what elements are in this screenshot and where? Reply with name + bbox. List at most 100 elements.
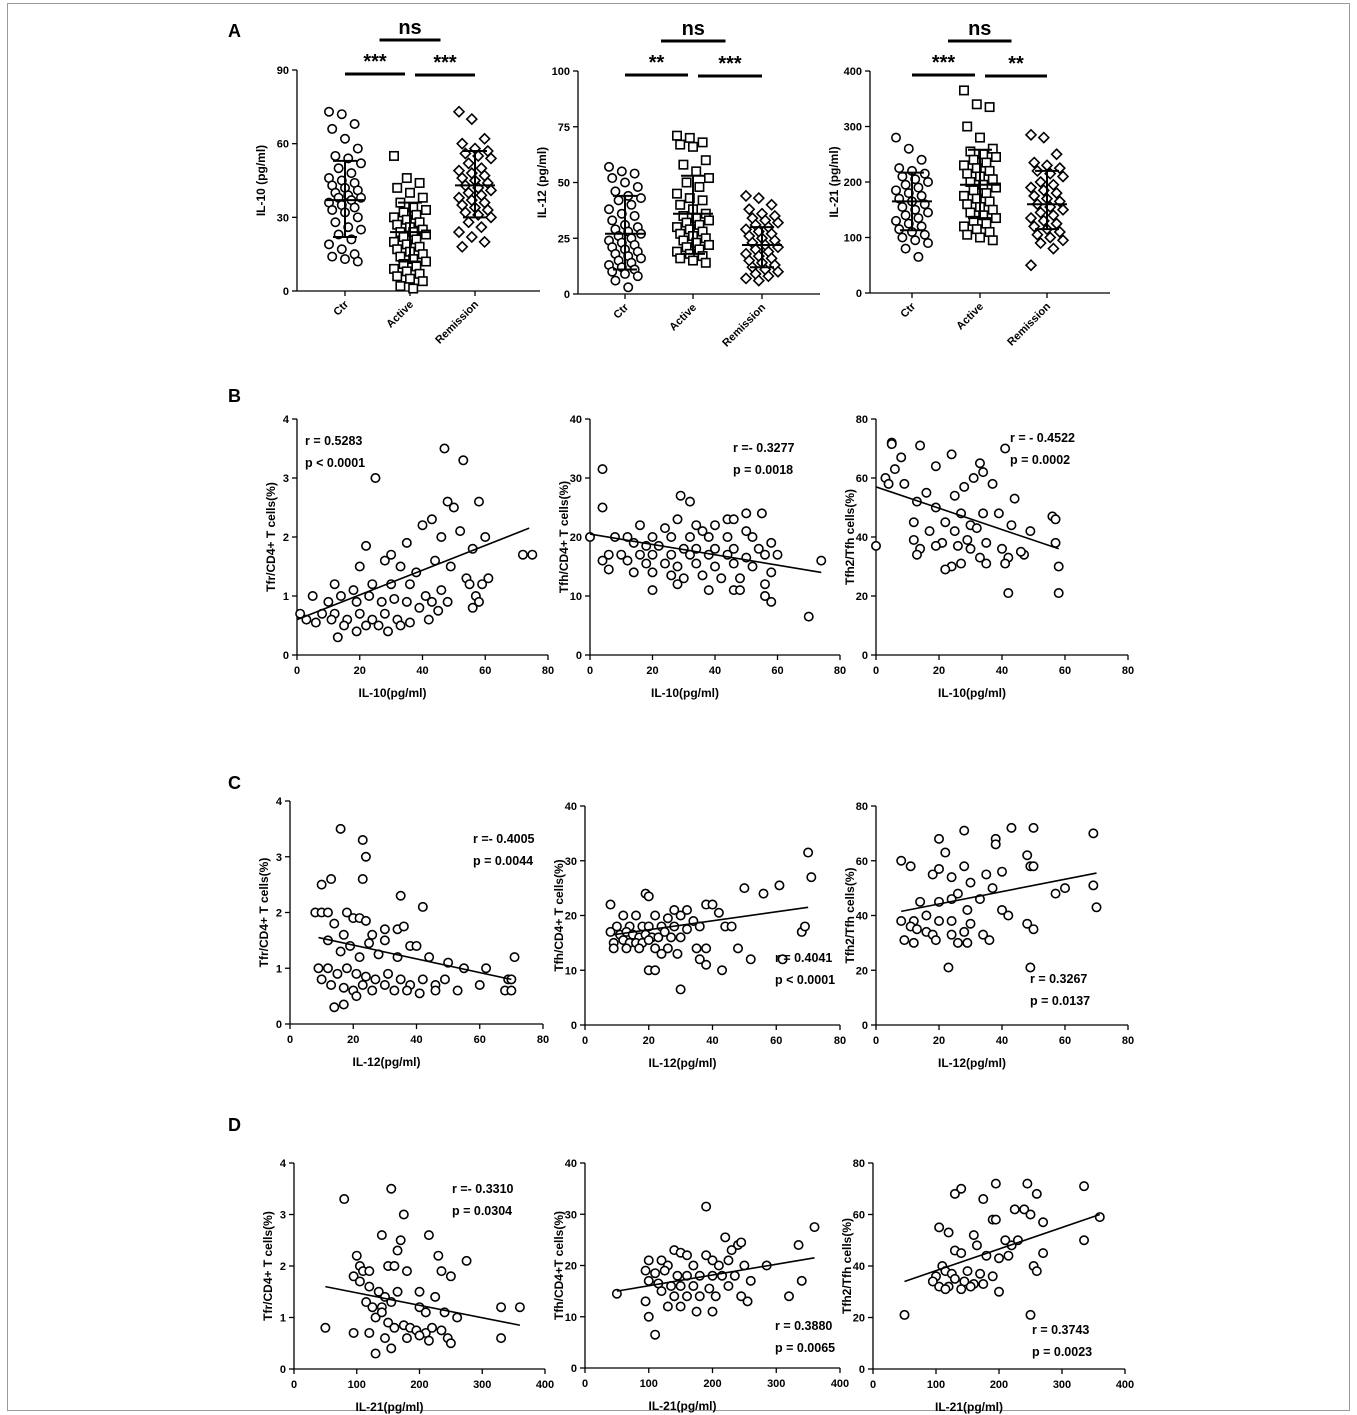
data-point bbox=[984, 226, 995, 237]
data-point bbox=[728, 558, 739, 569]
data-point bbox=[423, 614, 434, 625]
data-point bbox=[643, 1255, 654, 1266]
data-point bbox=[632, 271, 643, 282]
data-point bbox=[990, 152, 1001, 163]
data-point bbox=[987, 1271, 998, 1282]
y-axis-label: Tfr/CD4+ T cells(%) bbox=[261, 1211, 275, 1321]
data-point bbox=[806, 872, 817, 883]
x-axis-label: IL-12(pg/ml) bbox=[649, 1056, 717, 1070]
data-point bbox=[473, 496, 484, 507]
data-point bbox=[927, 869, 938, 880]
data-point bbox=[796, 1275, 807, 1286]
x-tick-label: 100 bbox=[640, 1378, 658, 1390]
y-tick-label: 0 bbox=[862, 1020, 868, 1032]
data-point bbox=[783, 1291, 794, 1302]
figure-frame bbox=[7, 3, 1350, 1411]
data-point bbox=[762, 270, 775, 283]
x-tick-label: 300 bbox=[1053, 1379, 1071, 1391]
data-point bbox=[681, 177, 692, 188]
data-point bbox=[339, 620, 350, 631]
y-tick-label: 20 bbox=[856, 965, 868, 977]
data-point bbox=[610, 275, 621, 286]
data-point bbox=[379, 935, 390, 946]
data-point bbox=[1050, 537, 1061, 548]
data-point bbox=[1025, 1309, 1036, 1320]
significance-label: ns bbox=[968, 18, 991, 40]
data-point bbox=[766, 537, 777, 548]
data-point bbox=[911, 549, 922, 560]
data-point bbox=[640, 1296, 651, 1307]
x-axis-label: IL-10(pg/ml) bbox=[651, 686, 719, 700]
data-point bbox=[326, 614, 337, 625]
data-point bbox=[597, 464, 608, 475]
data-point bbox=[701, 1201, 712, 1212]
data-point bbox=[1056, 234, 1070, 247]
data-point bbox=[484, 184, 498, 197]
data-point bbox=[404, 617, 415, 628]
data-point bbox=[726, 1245, 737, 1256]
data-point bbox=[701, 943, 712, 954]
data-point bbox=[629, 210, 640, 221]
data-point bbox=[793, 1240, 804, 1251]
data-point bbox=[933, 833, 944, 844]
data-point bbox=[316, 974, 327, 985]
data-point bbox=[310, 617, 321, 628]
data-point bbox=[1094, 1212, 1105, 1223]
data-point bbox=[922, 207, 933, 218]
data-point bbox=[675, 1301, 686, 1312]
data-point bbox=[367, 929, 378, 940]
data-point bbox=[684, 132, 695, 143]
regression-line bbox=[296, 527, 530, 621]
data-point bbox=[634, 943, 645, 954]
data-point bbox=[496, 1302, 507, 1313]
data-point bbox=[465, 112, 478, 126]
data-point bbox=[990, 1214, 1001, 1225]
data-point bbox=[946, 872, 957, 883]
x-tick-label: 60 bbox=[474, 1034, 486, 1046]
data-point bbox=[729, 1270, 740, 1281]
data-point bbox=[628, 567, 639, 578]
data-point bbox=[659, 1265, 670, 1276]
data-point bbox=[675, 984, 686, 995]
data-point bbox=[996, 543, 1007, 554]
data-point bbox=[747, 531, 758, 542]
data-point bbox=[666, 570, 677, 581]
data-point bbox=[742, 1296, 753, 1307]
correlation-p: p = 0.0002 bbox=[1010, 453, 1070, 467]
x-tick-label: 80 bbox=[1122, 1035, 1134, 1047]
data-point bbox=[351, 1250, 362, 1261]
data-point bbox=[430, 1291, 441, 1302]
data-point bbox=[971, 99, 982, 110]
x-tick-label: 400 bbox=[831, 1378, 849, 1390]
x-axis-label: IL-12(pg/ml) bbox=[938, 1056, 1006, 1070]
data-point bbox=[681, 924, 692, 935]
data-point bbox=[709, 543, 720, 554]
chart-b3: 0 20 40 60 80 0 20 40 60 80 IL-10(pg/ml) Tfh2/Tfh c… bbox=[843, 414, 1134, 700]
data-point bbox=[650, 910, 661, 921]
data-point bbox=[622, 531, 633, 542]
data-point bbox=[913, 251, 924, 262]
data-point bbox=[940, 1284, 951, 1295]
y-tick-label: 20 bbox=[565, 911, 577, 923]
data-point bbox=[903, 143, 914, 154]
data-point bbox=[688, 1281, 699, 1292]
data-point bbox=[433, 1250, 444, 1261]
data-point bbox=[759, 590, 770, 601]
data-point bbox=[940, 517, 951, 528]
data-point bbox=[448, 502, 459, 513]
data-point bbox=[357, 979, 368, 990]
data-point bbox=[1019, 1204, 1030, 1215]
panel-letter-b: B bbox=[228, 386, 241, 406]
data-point bbox=[913, 182, 924, 193]
data-point bbox=[809, 1222, 820, 1233]
y-tick-label: 0 bbox=[571, 1363, 577, 1375]
data-point bbox=[896, 452, 907, 463]
data-point bbox=[348, 1271, 359, 1282]
data-point bbox=[930, 540, 941, 551]
data-point bbox=[990, 1178, 1001, 1189]
data-point bbox=[905, 861, 916, 872]
data-point bbox=[745, 954, 756, 965]
data-point bbox=[370, 974, 381, 985]
y-tick-label: 60 bbox=[856, 856, 868, 868]
